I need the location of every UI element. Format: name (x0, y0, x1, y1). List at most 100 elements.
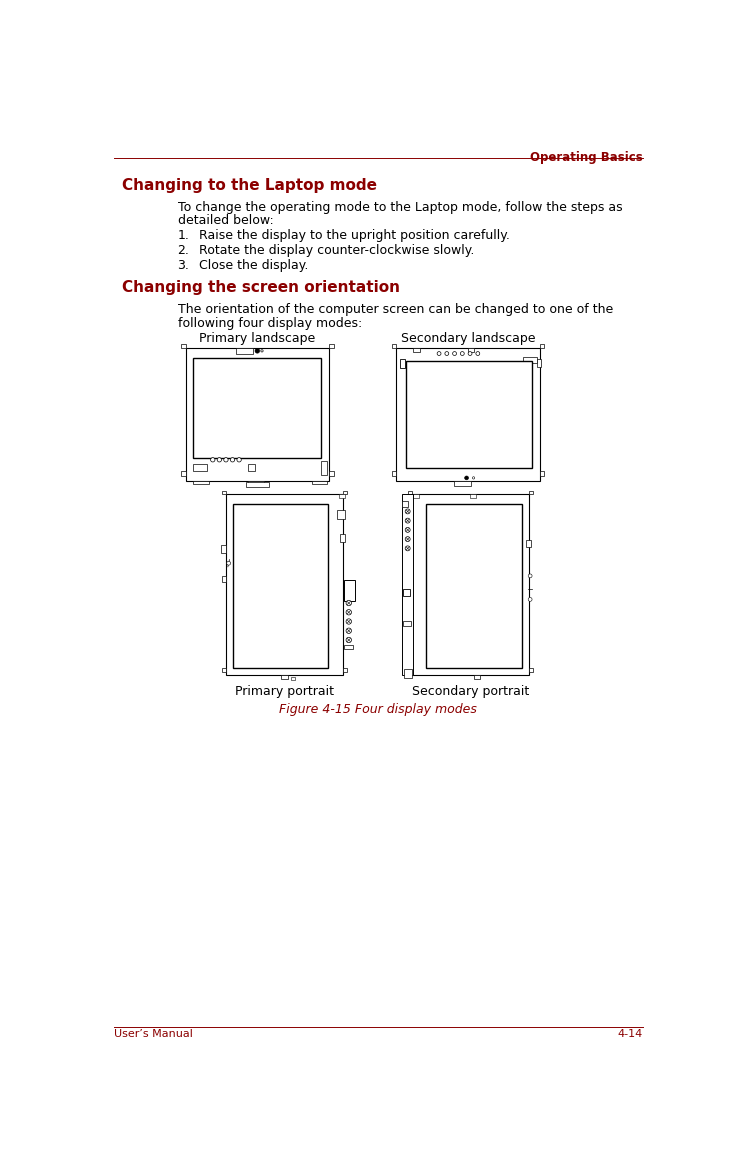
Circle shape (224, 457, 228, 462)
Bar (321, 462, 328, 475)
Text: 3.: 3. (178, 259, 190, 272)
Bar (454, 481, 472, 486)
Bar (186, 348, 329, 481)
Bar (474, 675, 480, 680)
Bar (233, 504, 328, 668)
Text: Changing to the Laptop mode: Changing to the Laptop mode (122, 178, 376, 192)
Bar (246, 482, 269, 486)
Bar (329, 343, 334, 348)
Bar (181, 343, 186, 348)
Bar (392, 343, 396, 348)
Bar (193, 464, 207, 471)
Circle shape (465, 476, 469, 479)
Bar (221, 668, 226, 672)
Bar (404, 669, 412, 679)
Bar (403, 588, 410, 597)
Bar (221, 545, 226, 553)
Bar (529, 491, 534, 495)
Bar (193, 359, 321, 458)
Bar (337, 510, 345, 519)
Circle shape (405, 518, 410, 523)
Text: User’s Manual: User’s Manual (114, 1029, 193, 1040)
Circle shape (230, 457, 235, 462)
Bar (537, 359, 542, 367)
Text: Secondary portrait: Secondary portrait (412, 684, 529, 697)
Text: 4-14: 4-14 (617, 1029, 643, 1040)
Circle shape (210, 457, 215, 462)
Circle shape (528, 598, 532, 601)
Text: Primary portrait: Primary portrait (235, 684, 334, 697)
Bar (406, 361, 532, 468)
Circle shape (405, 527, 410, 532)
Bar (413, 348, 420, 352)
Text: Changing the screen orientation: Changing the screen orientation (122, 280, 400, 295)
Circle shape (346, 638, 351, 642)
Bar (344, 645, 354, 649)
Circle shape (452, 352, 457, 355)
Text: following four display modes:: following four display modes: (178, 316, 362, 331)
Circle shape (476, 352, 480, 355)
Bar (291, 677, 294, 680)
Bar (396, 348, 539, 481)
Circle shape (437, 352, 441, 355)
Bar (248, 481, 263, 484)
Bar (312, 481, 328, 484)
Text: Figure 4-15 Four display modes: Figure 4-15 Four display modes (279, 703, 477, 716)
Bar (226, 495, 343, 675)
Bar (281, 675, 288, 680)
Circle shape (346, 628, 351, 633)
Bar (468, 348, 475, 352)
Bar (181, 471, 186, 476)
Text: detailed below:: detailed below: (178, 214, 273, 227)
Text: Secondary landscape: Secondary landscape (401, 332, 535, 345)
Bar (526, 539, 531, 547)
Text: Primary landscape: Primary landscape (199, 332, 315, 345)
Bar (339, 495, 345, 498)
Bar (407, 491, 412, 495)
Text: The orientation of the computer screen can be changed to one of the: The orientation of the computer screen c… (178, 304, 613, 316)
Circle shape (472, 477, 475, 479)
Circle shape (261, 349, 263, 352)
Bar (470, 495, 476, 498)
Bar (344, 579, 355, 601)
Bar (539, 471, 545, 476)
Circle shape (346, 600, 351, 606)
Circle shape (346, 619, 351, 625)
Bar (407, 668, 412, 672)
Text: Rotate the display counter-clockwise slowly.: Rotate the display counter-clockwise slo… (199, 244, 475, 257)
Bar (392, 471, 396, 476)
Bar (426, 504, 523, 668)
Text: 1.: 1. (178, 230, 190, 243)
Bar (343, 668, 347, 672)
Circle shape (405, 509, 410, 513)
Circle shape (255, 348, 260, 353)
Bar (413, 495, 418, 498)
Text: Close the display.: Close the display. (199, 259, 308, 272)
Bar (402, 495, 413, 675)
Bar (221, 575, 226, 582)
Circle shape (405, 546, 410, 551)
Circle shape (468, 352, 472, 355)
Bar (412, 495, 529, 675)
Text: Raise the display to the upright position carefully.: Raise the display to the upright positio… (199, 230, 510, 243)
Circle shape (461, 352, 464, 355)
Bar (400, 359, 405, 368)
Bar (235, 348, 252, 354)
Circle shape (445, 352, 449, 355)
Circle shape (217, 457, 221, 462)
Bar (402, 502, 408, 506)
Circle shape (405, 537, 410, 541)
Bar (340, 534, 345, 541)
Text: 2.: 2. (178, 244, 190, 257)
Bar (343, 491, 347, 495)
Bar (539, 343, 545, 348)
Bar (221, 491, 226, 495)
Bar (529, 668, 534, 672)
Bar (403, 621, 411, 626)
Bar (523, 356, 537, 363)
Circle shape (528, 574, 532, 578)
Circle shape (227, 561, 230, 565)
Bar (248, 464, 255, 471)
Circle shape (237, 457, 241, 462)
Bar (329, 471, 334, 476)
